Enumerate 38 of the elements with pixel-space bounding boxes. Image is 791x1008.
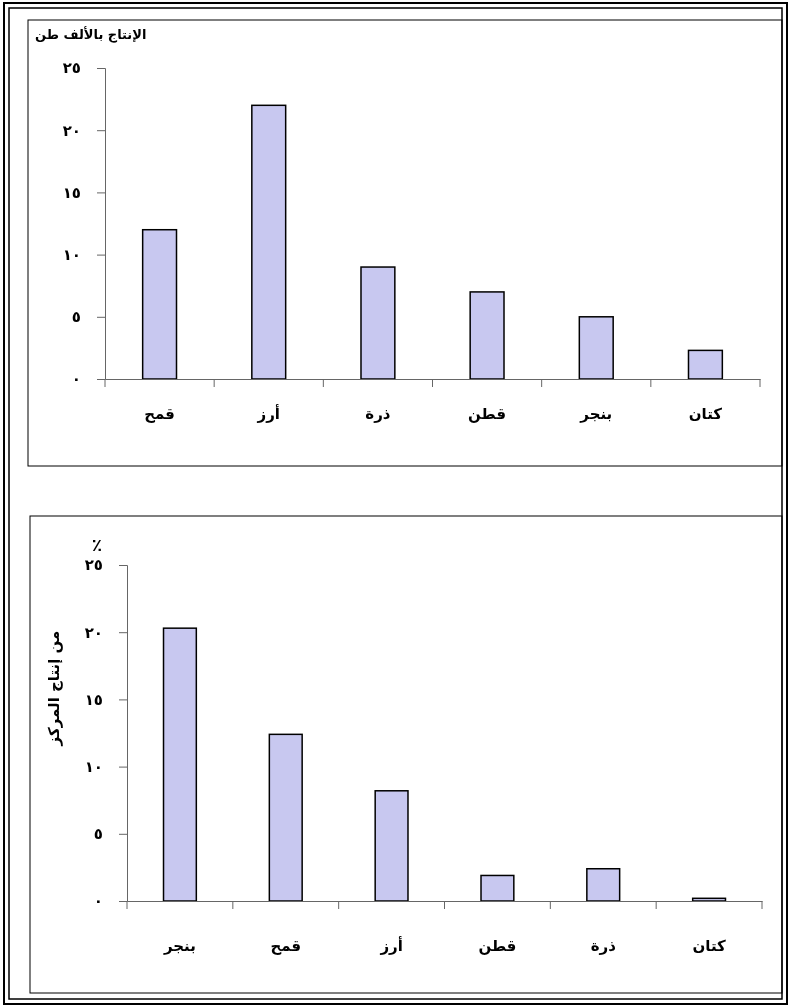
bar <box>480 874 515 902</box>
bar <box>141 228 178 380</box>
bar <box>374 790 409 902</box>
text: ٪ <box>91 535 103 555</box>
y-tick-label: ١٠ <box>84 757 103 776</box>
bar <box>268 733 303 902</box>
bar <box>578 316 614 380</box>
y-tick-label: ١٥ <box>62 183 81 202</box>
bar <box>586 867 621 902</box>
x-tick-label: ذرة <box>590 936 617 955</box>
x-tick-label: قمح <box>144 404 175 423</box>
x-tick-label: قمح <box>270 936 302 955</box>
y-tick-label: ٢٥ <box>62 59 81 78</box>
x-tick-label: كتان <box>692 936 726 955</box>
y-tick-label: ١٠ <box>62 245 81 264</box>
x-tick-label: أرز <box>256 403 280 423</box>
y-tick-label: ٠ <box>71 370 81 389</box>
x-tick-label: أرز <box>379 935 403 955</box>
x-tick-label: ذرة <box>365 404 391 423</box>
bar <box>687 349 724 380</box>
y-tick-label: ٢٠ <box>62 121 81 140</box>
x-tick-label: كتان <box>688 404 723 423</box>
y-tick-label: ٢٠ <box>84 623 103 642</box>
y-tick-label: ١٥ <box>84 690 103 709</box>
x-tick-label: قطن <box>468 404 507 423</box>
bar <box>251 104 287 380</box>
bar <box>162 627 198 902</box>
y-tick-label: ٠ <box>93 892 103 911</box>
y-tick-label: ٢٥ <box>84 556 103 575</box>
y-tick-label: ٥ <box>93 825 103 844</box>
y-axis-title: الإنتاج بالألف طن <box>35 26 147 43</box>
bar <box>469 291 505 380</box>
y-axis-title: من إنتاج المركز <box>45 630 63 747</box>
x-tick-label: بنجر <box>162 936 196 955</box>
x-tick-label: قطن <box>478 936 517 955</box>
y-tick-label: ٥ <box>71 308 81 327</box>
bar <box>360 266 396 380</box>
x-tick-label: بنجر <box>579 404 613 423</box>
